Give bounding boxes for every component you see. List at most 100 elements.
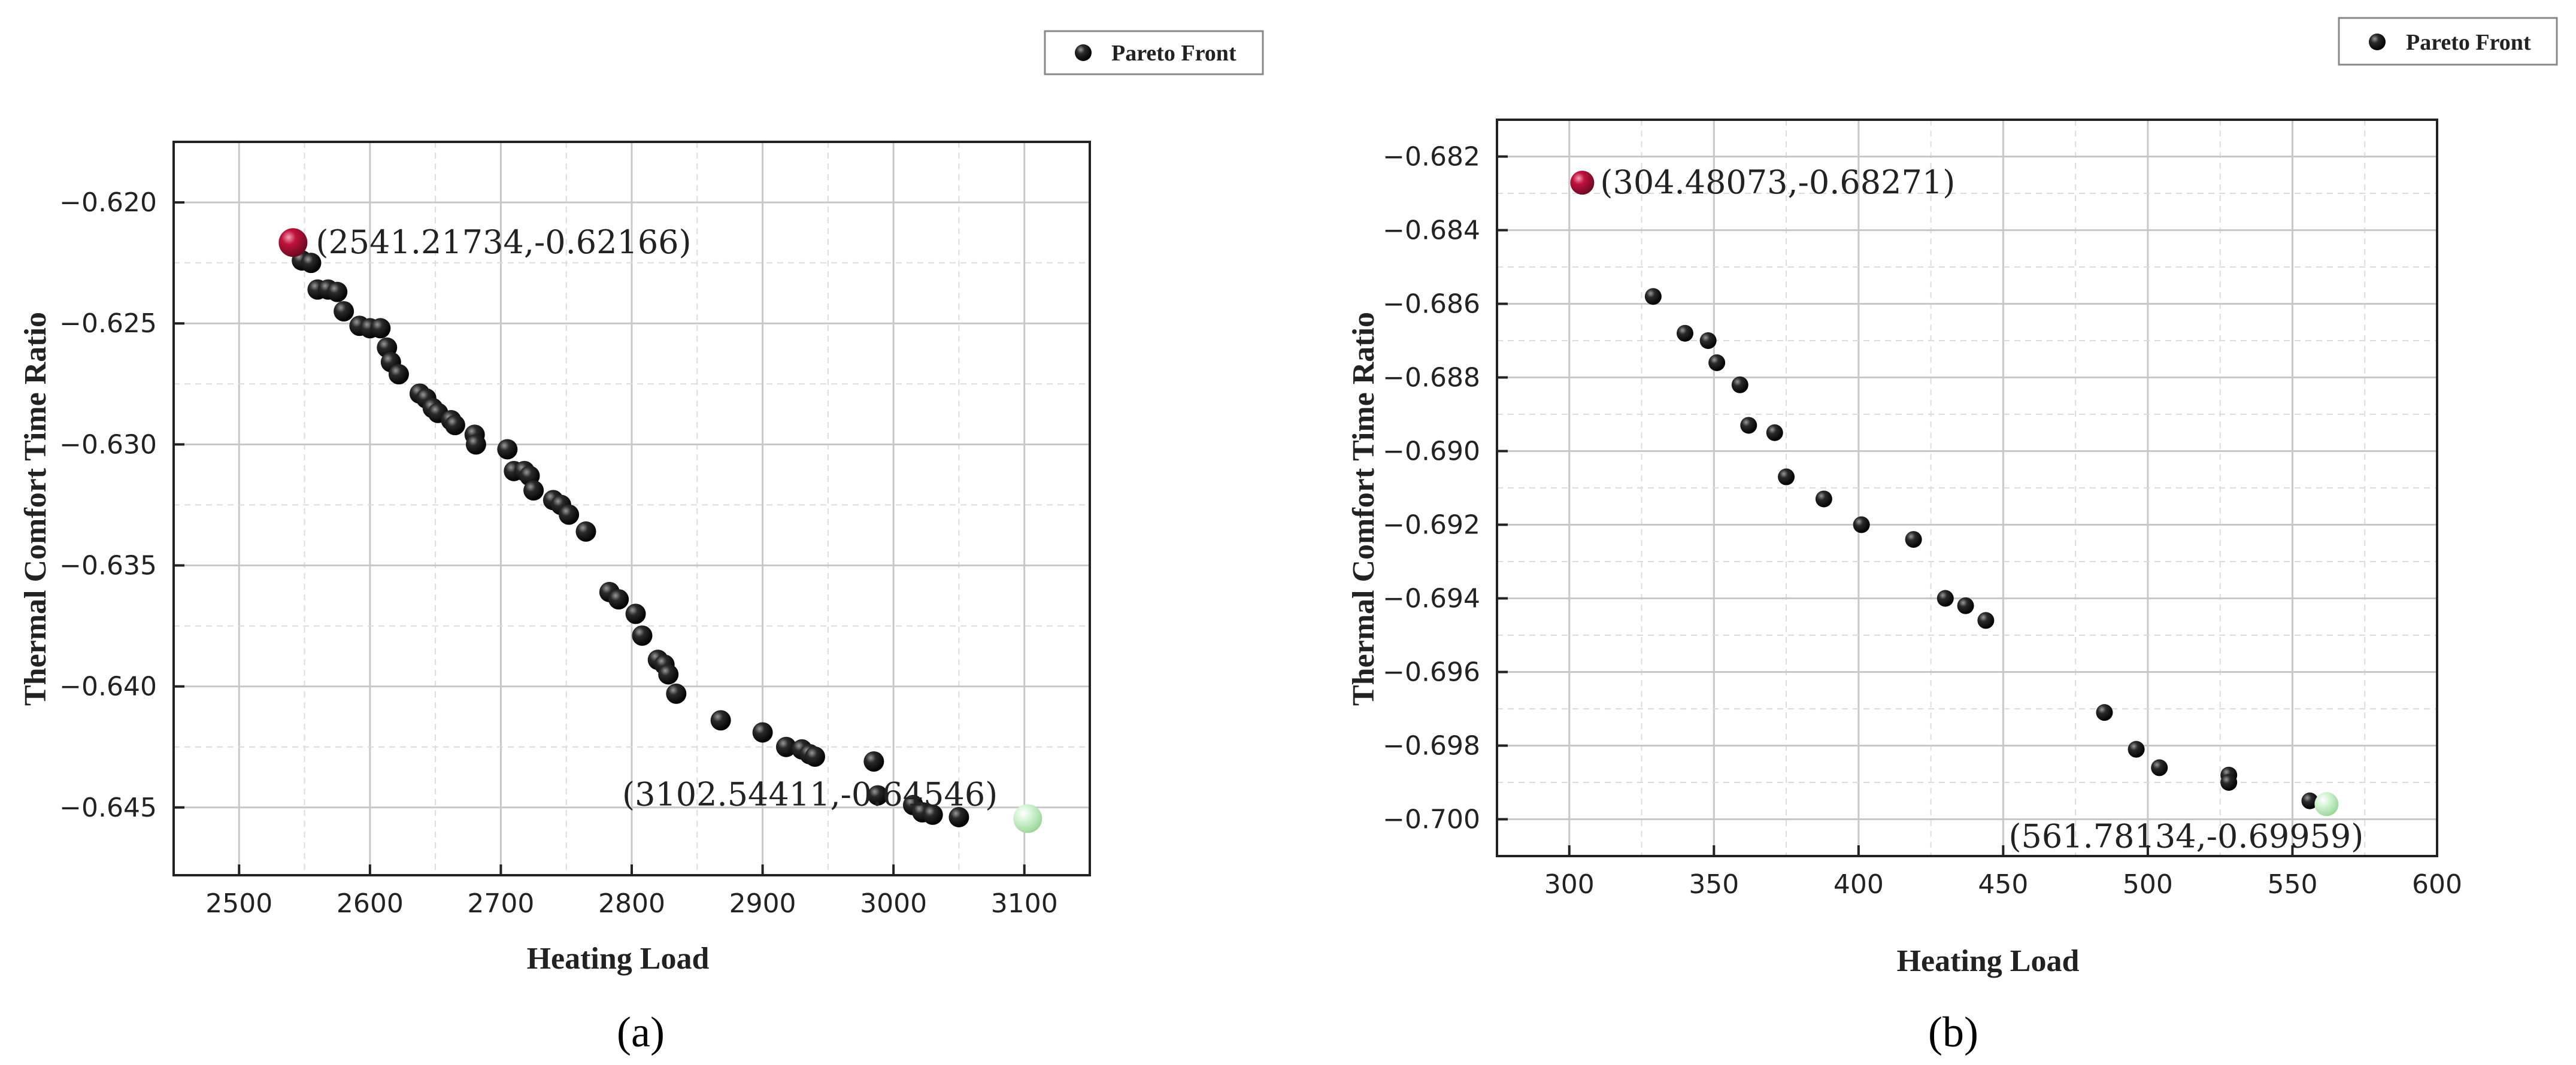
data-point-a <box>625 603 646 624</box>
y-tick-label-b: −0.694 <box>1383 584 1480 614</box>
ticks-b: 300 350 400 450 500 550 600 −0.682 −0.684 −0.686 −… <box>1383 142 2462 900</box>
data-point-a <box>575 521 596 542</box>
y-tick-label-a: −0.620 <box>59 187 157 218</box>
data-point-a <box>752 722 773 743</box>
data-point-a <box>948 806 969 827</box>
y-tick-label-b: −0.690 <box>1383 436 1480 467</box>
data-point-a <box>658 664 679 685</box>
data-point-b <box>1778 468 1795 486</box>
x-tick-label-a: 2800 <box>598 888 665 919</box>
data-point-a <box>632 625 653 646</box>
data-point-b <box>1731 376 1748 393</box>
data-point-b <box>1644 288 1662 305</box>
point-annotation-a: (2541.21734,-0.62166) <box>316 223 691 261</box>
y-tick-label-a: −0.630 <box>59 429 157 460</box>
data-point-b <box>1708 354 1726 371</box>
chart-panel-b: Pareto Front 300 350 400 450 500 550 600 −0.682… <box>1347 17 2558 1056</box>
y-axis-title-a: Thermal Comfort Time Ratio <box>19 312 53 706</box>
data-point-a <box>805 746 825 767</box>
data-point-b <box>2301 792 2319 809</box>
panel-label-b: (b) <box>1928 1008 1978 1056</box>
best-comfort-point-b <box>1570 171 1595 195</box>
data-point-b <box>1766 424 1783 441</box>
y-tick-label-a: −0.645 <box>59 793 157 823</box>
legend-b: Pareto Front <box>2338 17 2558 66</box>
y-tick-label-b: −0.698 <box>1383 731 1480 761</box>
data-point-a <box>523 480 544 501</box>
data-point-a <box>444 415 465 436</box>
data-point-a <box>334 301 354 322</box>
chart-panel-a: Pareto Front 2500 2600 2700 2800 2900 3000 310… <box>19 30 1264 1056</box>
points-b <box>1644 288 2319 809</box>
data-point-b <box>1853 516 1870 533</box>
x-tick-label-a: 2500 <box>205 888 272 919</box>
highlights-a: (2541.21734,-0.62166) (3102.54411,-0.6454… <box>278 223 1042 833</box>
data-point-a <box>497 439 518 460</box>
x-tick-label-b: 300 <box>1544 869 1595 900</box>
data-point-b <box>1815 490 1832 508</box>
point-annotation-b: (561.78134,-0.69959) <box>2008 817 2363 855</box>
y-tick-label-b: −0.682 <box>1383 142 1480 172</box>
panel-label-a: (a) <box>617 1008 665 1056</box>
point-annotation-a: (3102.54411,-0.64546) <box>622 775 998 813</box>
x-tick-label-b: 450 <box>1978 869 2028 900</box>
x-tick-label-a: 2600 <box>337 888 404 919</box>
legend-label-b: Pareto Front <box>2406 30 2531 55</box>
data-point-b <box>2220 774 2238 791</box>
grid-a <box>174 142 1090 875</box>
x-tick-label-b: 400 <box>1833 869 1884 900</box>
lowest-load-point-b <box>2314 792 2339 817</box>
lowest-load-point-a <box>1013 804 1042 833</box>
x-tick-label-a: 3000 <box>860 888 927 919</box>
data-point-a <box>388 364 409 385</box>
legend-marker-a <box>1075 44 1092 61</box>
plot-frame-a <box>172 141 1091 876</box>
y-tick-label-b: −0.686 <box>1383 289 1480 320</box>
data-point-b <box>2151 759 2168 776</box>
x-tick-label-b: 550 <box>2267 869 2317 900</box>
data-point-b <box>1699 332 1717 349</box>
point-annotation-b: (304.48073,-0.68271) <box>1600 163 1955 201</box>
data-point-b <box>2128 741 2145 758</box>
data-point-a <box>301 253 322 274</box>
y-tick-label-a: −0.635 <box>59 551 157 581</box>
data-point-a <box>559 504 580 525</box>
data-point-b <box>1977 612 1995 629</box>
best-comfort-point-a <box>278 228 308 257</box>
x-tick-label-b: 500 <box>2123 869 2173 900</box>
y-tick-label-b: −0.692 <box>1383 510 1480 541</box>
y-axis-title-b: Thermal Comfort Time Ratio <box>1347 312 1381 706</box>
highlights-b: (304.48073,-0.68271) (561.78134,-0.69959) <box>1570 163 2363 855</box>
data-point-a <box>775 736 796 757</box>
legend-a: Pareto Front <box>1044 30 1264 75</box>
data-point-a <box>710 710 731 731</box>
data-point-a <box>465 434 486 455</box>
data-point-b <box>2096 704 2113 721</box>
x-tick-label-b: 600 <box>2412 869 2462 900</box>
y-tick-label-b: −0.700 <box>1383 805 1480 835</box>
ticks-a: 2500 2600 2700 2800 2900 3000 3100 −0.620 −0.625… <box>59 187 1058 919</box>
x-tick-label-b: 350 <box>1689 869 1739 900</box>
legend-label-a: Pareto Front <box>1111 41 1237 66</box>
y-tick-label-b: −0.688 <box>1383 363 1480 393</box>
data-point-a <box>863 751 884 772</box>
points-a <box>292 250 969 827</box>
data-point-b <box>1957 597 1974 614</box>
x-tick-label-a: 2900 <box>729 888 796 919</box>
x-tick-label-a: 2700 <box>467 888 534 919</box>
y-tick-label-a: −0.625 <box>59 308 157 339</box>
data-point-b <box>1740 417 1757 434</box>
data-point-a <box>867 785 888 806</box>
data-point-b <box>1936 590 1954 607</box>
data-point-a <box>608 589 629 610</box>
data-point-b <box>1905 531 1922 548</box>
x-tick-label-a: 3100 <box>991 888 1058 919</box>
data-point-a <box>666 683 687 704</box>
x-axis-title-a: Heating Load <box>527 942 710 976</box>
legend-marker-b <box>2369 34 2386 50</box>
data-point-a <box>370 318 391 339</box>
x-axis-title-b: Heating Load <box>1897 944 2080 978</box>
plot-frame-b <box>1496 119 2438 857</box>
y-tick-label-a: −0.640 <box>59 672 157 702</box>
